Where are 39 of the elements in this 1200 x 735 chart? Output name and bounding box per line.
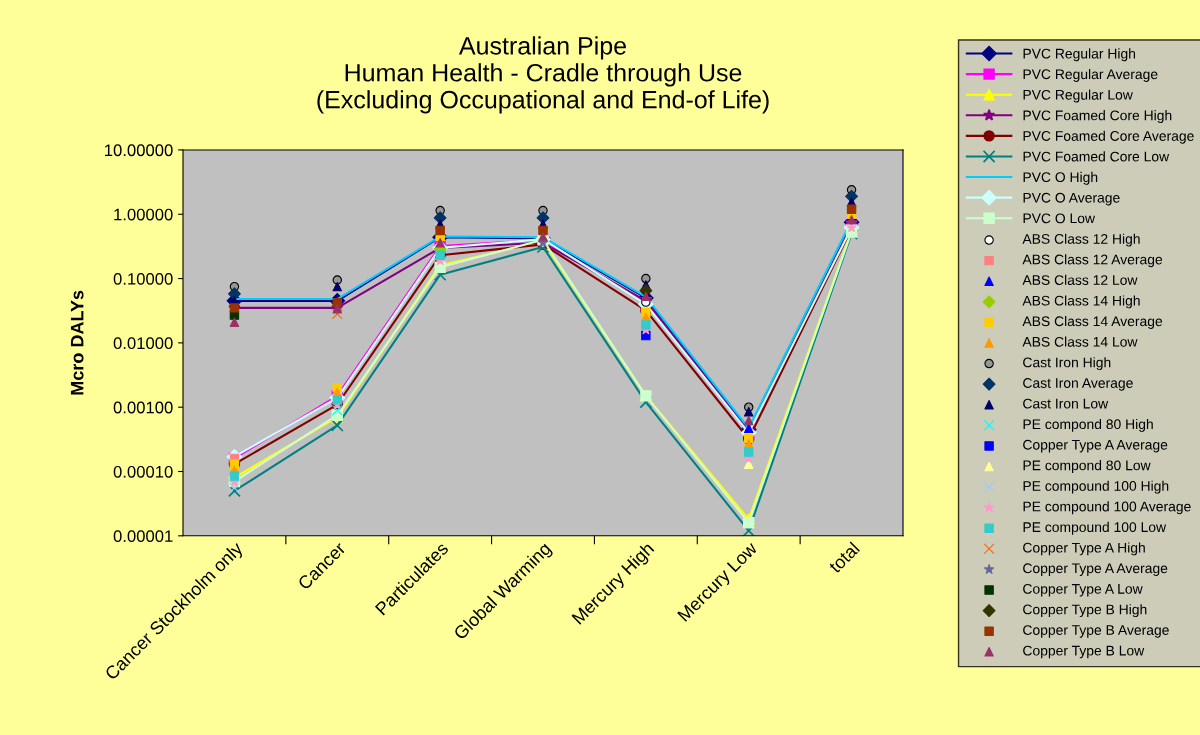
legend-label: PVC Regular Average bbox=[1023, 68, 1158, 82]
legend-label: ABS Class 14 High bbox=[1022, 295, 1140, 309]
legend-label: PE compond 80 Low bbox=[1023, 460, 1151, 474]
legend-label: Copper Type A Average bbox=[1023, 439, 1168, 453]
y-tick-label: 0.01000 bbox=[113, 337, 173, 350]
legend-label: PE compound 100 High bbox=[1023, 480, 1169, 494]
legend-label: Copper Type A High bbox=[1023, 542, 1145, 556]
legend-label: Copper Type A Low bbox=[1023, 583, 1143, 597]
legend-label: PVC O Low bbox=[1023, 213, 1096, 224]
y-tick-label: 0.00010 bbox=[113, 465, 173, 478]
legend-label: PVC O Average bbox=[1023, 192, 1120, 206]
legend-label: ABS Class 14 Low bbox=[1022, 336, 1138, 347]
y-tick-label: 0.10000 bbox=[113, 272, 173, 285]
legend-label: ABS Class 14 Average bbox=[1022, 315, 1163, 329]
y-axis-title: Mcro DALYs bbox=[70, 290, 84, 395]
legend-label: PE compound 100 Low bbox=[1023, 521, 1167, 535]
legend-label: Copper Type B Average bbox=[1023, 625, 1169, 638]
legend-label: ABS Class 12 Average bbox=[1022, 254, 1163, 268]
legend-label: ABS Class 12 Low bbox=[1022, 274, 1138, 285]
legend-label: Cast Iron Average bbox=[1023, 378, 1133, 391]
legend-label: PVC O High bbox=[1023, 171, 1098, 185]
y-tick-label: 10.00000 bbox=[105, 144, 173, 157]
legend-label: PVC Foamed Core Average bbox=[1023, 130, 1194, 144]
legend-label: Cast Iron High bbox=[1023, 357, 1111, 371]
chart-title: Australian Pipe Human Health - Cradle through Use (Excluding Occupational and End-of Life) bbox=[317, 36, 769, 114]
y-tick-label: 0.00100 bbox=[113, 401, 173, 414]
legend-label: PE compond 80 High bbox=[1023, 418, 1153, 432]
legend-label: PVC Regular Low bbox=[1023, 89, 1133, 103]
y-tick-label: 1.00000 bbox=[114, 208, 173, 221]
legend-label: PE compound 100 Average bbox=[1023, 501, 1191, 515]
y-tick-label: 0.00001 bbox=[113, 530, 173, 543]
legend-label: Copper Type A Average bbox=[1023, 563, 1168, 576]
legend-label: ABS Class 12 High bbox=[1022, 233, 1140, 247]
legend-label: PVC Foamed Core Low bbox=[1023, 151, 1170, 162]
legend-label: PVC Foamed Core High bbox=[1023, 110, 1172, 124]
legend-label: PVC Regular High bbox=[1023, 48, 1136, 62]
legend-label: Copper Type B High bbox=[1023, 604, 1147, 618]
legend-label: Cast Iron Low bbox=[1023, 398, 1109, 409]
legend-label: Copper Type B Low bbox=[1023, 645, 1145, 659]
